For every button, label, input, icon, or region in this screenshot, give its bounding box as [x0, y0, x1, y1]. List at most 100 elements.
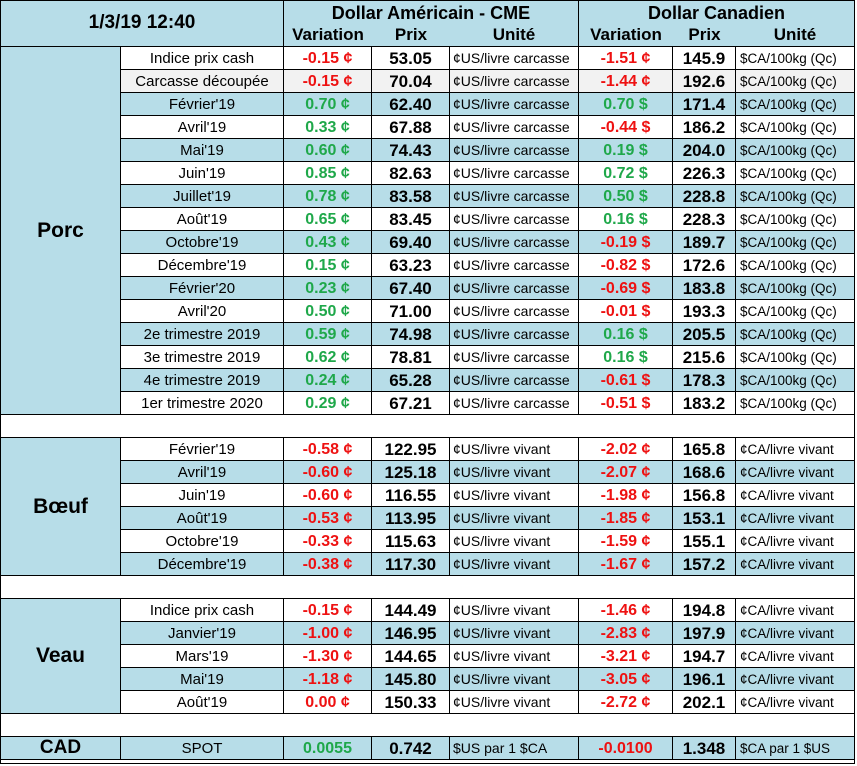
us-prix: 144.49 — [372, 599, 450, 622]
table-row: Juin'19 -0.60 ¢ 116.55 ¢US/livre vivant -1.9… — [1, 484, 854, 507]
ca-prix: 192.6 — [673, 70, 736, 93]
us-variation: -1.30 ¢ — [284, 645, 372, 668]
table-row: Indice prix cash -0.15 ¢ 144.49 ¢US/livre v… — [1, 599, 854, 622]
us-unite: ¢US/livre carcasse — [450, 369, 579, 392]
ca-unite: $CA/100kg (Qc) — [736, 162, 854, 185]
row-label: 1er trimestre 2020 — [121, 392, 284, 415]
ca-variation: 0.50 $ — [579, 185, 673, 208]
us-variation: 0.60 ¢ — [284, 139, 372, 162]
ca-unite: $CA/100kg (Qc) — [736, 369, 854, 392]
group-label: Bœuf — [1, 438, 121, 576]
row-label: Août'19 — [121, 691, 284, 714]
ca-variation: -3.21 ¢ — [579, 645, 673, 668]
ca-prix: 1.348 — [673, 737, 736, 760]
ca-variation: 0.72 $ — [579, 162, 673, 185]
row-label: Février'19 — [121, 438, 284, 461]
ca-variation: -3.05 ¢ — [579, 668, 673, 691]
ca-prix: 171.4 — [673, 93, 736, 116]
ca-unite: ¢CA/livre vivant — [736, 461, 854, 484]
us-variation: -0.53 ¢ — [284, 507, 372, 530]
us-variation: 0.00 ¢ — [284, 691, 372, 714]
ca-prix: 186.2 — [673, 116, 736, 139]
ca-variation: 0.16 $ — [579, 208, 673, 231]
us-prix: 117.30 — [372, 553, 450, 576]
row-label: Février'20 — [121, 277, 284, 300]
us-variation: -1.00 ¢ — [284, 622, 372, 645]
us-prix: 115.63 — [372, 530, 450, 553]
table-row: Octobre'19 -0.33 ¢ 115.63 ¢US/livre vivant -… — [1, 530, 854, 553]
ca-variation: 0.70 $ — [579, 93, 673, 116]
ca-unite: $CA/100kg (Qc) — [736, 277, 854, 300]
ca-variation: 0.19 $ — [579, 139, 673, 162]
ca-unite: ¢CA/livre vivant — [736, 622, 854, 645]
ca-unite: $CA/100kg (Qc) — [736, 93, 854, 116]
us-prix: 71.00 — [372, 300, 450, 323]
us-unite: ¢US/livre carcasse — [450, 93, 579, 116]
row-label: Juillet'19 — [121, 185, 284, 208]
ca-prix: 183.2 — [673, 392, 736, 415]
us-prix: 69.40 — [372, 231, 450, 254]
ca-variation: -2.02 ¢ — [579, 438, 673, 461]
us-unite: ¢US/livre vivant — [450, 668, 579, 691]
us-prix: 78.81 — [372, 346, 450, 369]
us-unite: ¢US/livre carcasse — [450, 47, 579, 70]
row-label: Avril'19 — [121, 461, 284, 484]
us-variation: 0.43 ¢ — [284, 231, 372, 254]
us-unite: ¢US/livre carcasse — [450, 70, 579, 93]
cad-label: CAD — [1, 737, 121, 760]
ca-variation: -1.44 ¢ — [579, 70, 673, 93]
ca-unite: $CA/100kg (Qc) — [736, 208, 854, 231]
us-variation: 0.24 ¢ — [284, 369, 372, 392]
ca-variation: -0.61 $ — [579, 369, 673, 392]
ca-unite: $CA/100kg (Qc) — [736, 323, 854, 346]
ca-variation: -0.51 $ — [579, 392, 673, 415]
us-unite: ¢US/livre vivant — [450, 553, 579, 576]
us-prix: 65.28 — [372, 369, 450, 392]
row-label: Décembre'19 — [121, 553, 284, 576]
ca-variation: 0.16 $ — [579, 323, 673, 346]
header-us-variation: Variation — [284, 23, 372, 47]
us-prix: 70.04 — [372, 70, 450, 93]
table-row: 4e trimestre 2019 0.24 ¢ 65.28 ¢US/livre ca… — [1, 369, 854, 392]
table-row: Août'19 -0.53 ¢ 113.95 ¢US/livre vivant -1.8… — [1, 507, 854, 530]
us-unite: ¢US/livre vivant — [450, 530, 579, 553]
us-unite: ¢US/livre carcasse — [450, 300, 579, 323]
row-label: Août'19 — [121, 208, 284, 231]
us-prix: 53.05 — [372, 47, 450, 70]
ca-unite: ¢CA/livre vivant — [736, 645, 854, 668]
ca-prix: 193.3 — [673, 300, 736, 323]
section-spacer — [1, 714, 854, 737]
us-unite: ¢US/livre carcasse — [450, 116, 579, 139]
ca-unite: $CA/100kg (Qc) — [736, 300, 854, 323]
header-datetime: 1/3/19 12:40 — [1, 1, 284, 47]
ca-variation: -0.0100 — [579, 737, 673, 760]
ca-variation: -0.69 $ — [579, 277, 673, 300]
ca-prix: 183.8 — [673, 277, 736, 300]
us-prix: 145.80 — [372, 668, 450, 691]
table-row: Août'19 0.65 ¢ 83.45 ¢US/livre carcasse 0.16… — [1, 208, 854, 231]
row-label: 3e trimestre 2019 — [121, 346, 284, 369]
table-row: Mai'19 -1.18 ¢ 145.80 ¢US/livre vivant -3.05… — [1, 668, 854, 691]
ca-variation: -1.46 ¢ — [579, 599, 673, 622]
us-unite: ¢US/livre carcasse — [450, 323, 579, 346]
ca-variation: -0.19 $ — [579, 231, 673, 254]
row-label: Indice prix cash — [121, 47, 284, 70]
table-row: Avril'19 -0.60 ¢ 125.18 ¢US/livre vivant -2.… — [1, 461, 854, 484]
us-unite: ¢US/livre vivant — [450, 645, 579, 668]
table-row: Août'19 0.00 ¢ 150.33 ¢US/livre vivant -2.72… — [1, 691, 854, 714]
table-row: Indice prix cash -0.15 ¢ 53.05 ¢US/livre ca… — [1, 47, 854, 70]
us-variation: -0.58 ¢ — [284, 438, 372, 461]
ca-prix: 194.7 — [673, 645, 736, 668]
us-variation: -1.18 ¢ — [284, 668, 372, 691]
ca-prix: 202.1 — [673, 691, 736, 714]
us-variation: 0.33 ¢ — [284, 116, 372, 139]
table-row: Avril'19 0.33 ¢ 67.88 ¢US/livre carcasse -0.… — [1, 116, 854, 139]
ca-prix: 197.9 — [673, 622, 736, 645]
table-row: 1er trimestre 2020 0.29 ¢ 67.21 ¢US/livre c… — [1, 392, 854, 415]
us-variation: -0.33 ¢ — [284, 530, 372, 553]
ca-prix: 145.9 — [673, 47, 736, 70]
row-label: Décembre'19 — [121, 254, 284, 277]
row-label: Octobre'19 — [121, 530, 284, 553]
row-label: Juin'19 — [121, 162, 284, 185]
